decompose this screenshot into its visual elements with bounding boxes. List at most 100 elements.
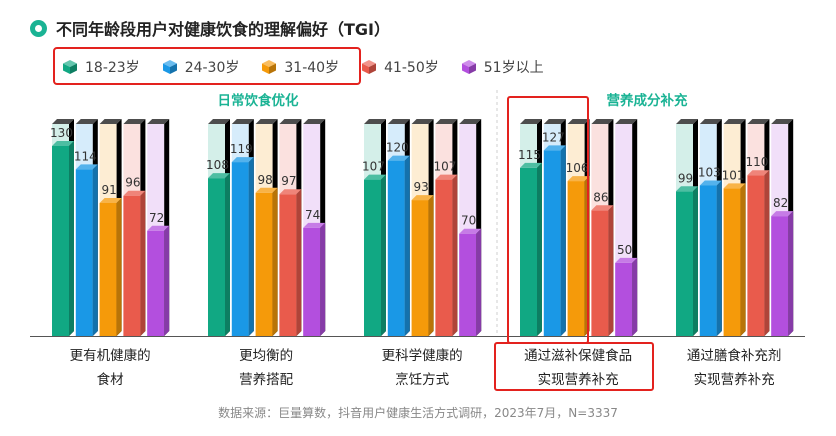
category-label: 烹饪方式 (395, 371, 449, 388)
bar-front (75, 169, 93, 336)
data-label: 127 (542, 130, 565, 144)
legend-item: 31-40岁 (261, 57, 339, 77)
bar-side (381, 174, 386, 336)
bar-background-top (435, 119, 458, 124)
bar-front (676, 191, 693, 336)
bar-top (99, 198, 122, 203)
bar-top (615, 257, 638, 263)
bar-background-top (771, 119, 794, 124)
bar-top (75, 164, 98, 170)
bar-front (615, 262, 633, 336)
bar-front (364, 179, 381, 336)
bar-front (591, 210, 609, 336)
bar-top (699, 180, 722, 186)
chart-title: 不同年龄段用户对健康饮食的理解偏好（TGI） (56, 20, 391, 39)
bar-side (140, 190, 146, 336)
data-label: 114 (74, 149, 97, 163)
bar-front (231, 162, 249, 336)
bar-side (608, 205, 614, 336)
data-label: 82 (773, 196, 788, 210)
bar-front (747, 175, 765, 336)
legend-cube-icon (162, 60, 177, 74)
bar-side (272, 187, 278, 336)
bar-front (543, 150, 561, 336)
bar-background-top (279, 119, 302, 124)
highlight-box-bars (507, 96, 589, 344)
bar-top (723, 183, 746, 189)
group-header-nutrition: 营养成分补充 (606, 93, 688, 109)
legend-label: 51岁以上 (483, 60, 544, 76)
data-label: 98 (257, 173, 272, 187)
bar-background-top (567, 119, 590, 124)
bar-front (771, 216, 789, 336)
bar-front (279, 194, 297, 336)
bar-side (740, 183, 746, 336)
category-label: 更均衡的 (239, 348, 293, 364)
bar-side (296, 189, 302, 336)
data-label: 99 (678, 171, 693, 185)
legend-item: 51岁以上 (461, 57, 544, 77)
bar-top (520, 162, 542, 168)
data-label: 115 (518, 148, 541, 162)
data-label: 106 (566, 161, 589, 175)
bar-background-top (99, 119, 122, 124)
data-label: 96 (125, 176, 140, 190)
target-icon (30, 19, 47, 37)
bar-side (69, 141, 74, 336)
bar-side (92, 164, 98, 336)
bar-background-top (255, 119, 278, 124)
data-label: 103 (698, 165, 721, 179)
bar-front (52, 146, 69, 336)
category-label: 实现营养补充 (538, 372, 619, 388)
bar-top (123, 190, 146, 196)
data-source-note: 数据来源：巨量算数，抖音用户健康生活方式调研，2023年7月，N=3337 (218, 406, 618, 420)
bar-top (543, 145, 566, 151)
data-label: 91 (101, 183, 116, 197)
bar-front (387, 160, 405, 336)
bar-side (452, 174, 458, 336)
legend-label: 31-40岁 (284, 60, 340, 76)
bar-background-top (676, 119, 698, 124)
legend-label: 18-23岁 (85, 60, 140, 76)
bar-side (164, 225, 170, 336)
bar-side (693, 186, 698, 336)
data-label: 107 (362, 160, 385, 174)
bar-top (279, 189, 302, 195)
data-label: 101 (722, 168, 745, 182)
bar-front (303, 227, 321, 336)
bar-top (676, 186, 698, 192)
bar-background-top (459, 119, 482, 124)
data-label: 70 (461, 214, 476, 228)
data-label: 74 (305, 208, 320, 222)
data-label: 107 (433, 160, 456, 174)
chart-title-row: 不同年龄段用户对健康饮食的理解偏好（TGI） (30, 16, 390, 40)
bar-front (520, 167, 537, 336)
bar-top (303, 222, 326, 228)
bar-side (716, 180, 722, 336)
bar-background-top (723, 119, 746, 124)
bar-top (459, 228, 482, 234)
bar-side (560, 145, 566, 336)
bar-side (225, 173, 230, 336)
bar-top (52, 141, 74, 146)
bar-top (231, 157, 254, 163)
bar-background-top (364, 119, 386, 124)
bar-front (99, 203, 117, 336)
bar-top (387, 155, 410, 161)
bar-background-top (75, 119, 98, 124)
data-label: 50 (617, 243, 632, 257)
bar-top (771, 211, 794, 217)
legend-label: 24-30岁 (184, 60, 240, 76)
data-label: 86 (593, 190, 608, 204)
legend-cube-icon (63, 60, 77, 74)
bar-background-top (411, 119, 434, 124)
bar-background-top (123, 119, 146, 124)
bar-side (248, 157, 254, 336)
bar-background-top (231, 119, 254, 124)
bar-front (123, 195, 141, 336)
data-label: 93 (413, 180, 428, 194)
bar-front (411, 200, 429, 336)
bar-side (476, 228, 482, 336)
